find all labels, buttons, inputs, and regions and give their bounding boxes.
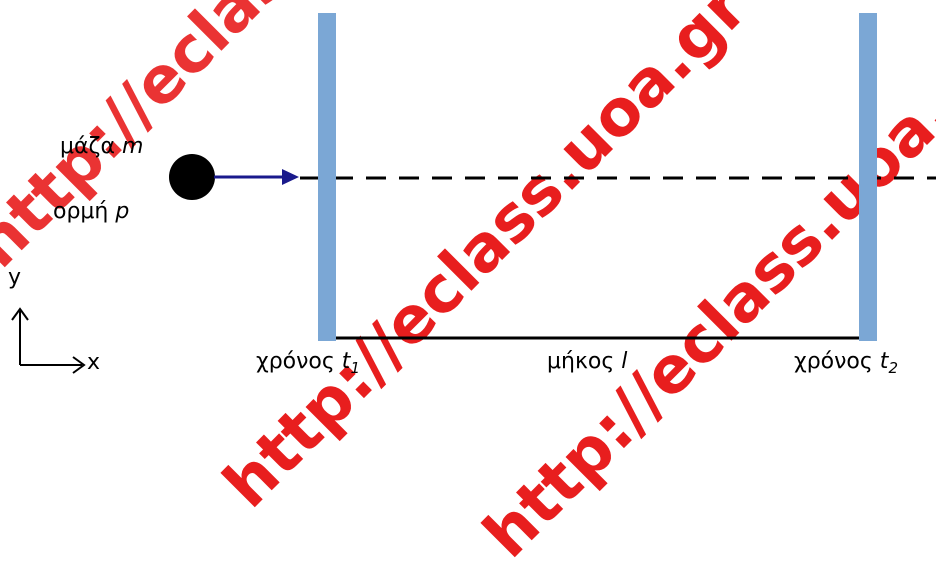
- diagram-canvas: [11, 13, 936, 374]
- x-axis-label: x: [87, 350, 101, 375]
- time-label-left: χρόνος t1: [256, 349, 360, 377]
- length-label: μήκος l: [547, 349, 627, 374]
- time-index-right: 2: [888, 359, 898, 377]
- length-symbol: l: [621, 349, 628, 374]
- time-symbol-left: t: [341, 349, 351, 374]
- wall-left: [318, 13, 336, 341]
- length-label-text: μήκος: [547, 349, 622, 374]
- momentum-label-text: ορμή: [53, 199, 116, 224]
- momentum-arrow-head: [282, 169, 299, 185]
- particle-ball: [169, 154, 215, 200]
- time-label-left-text: χρόνος: [256, 349, 342, 374]
- momentum-label: ορμή p: [53, 199, 129, 224]
- momentum-symbol: p: [115, 199, 130, 224]
- time-symbol-right: t: [879, 349, 889, 374]
- mass-label-text: μάζα: [60, 134, 122, 159]
- x-axis-arrowhead: [72, 356, 86, 374]
- wall-right: [859, 13, 877, 341]
- y-axis-label: y: [8, 265, 22, 290]
- time-label-right-text: χρόνος: [794, 349, 880, 374]
- time-label-right: χρόνος t2: [794, 349, 898, 377]
- time-index-left: 1: [350, 359, 360, 377]
- mass-label: μάζα m: [60, 134, 143, 159]
- mass-symbol: m: [121, 134, 144, 159]
- y-axis-arrowhead: [11, 307, 29, 321]
